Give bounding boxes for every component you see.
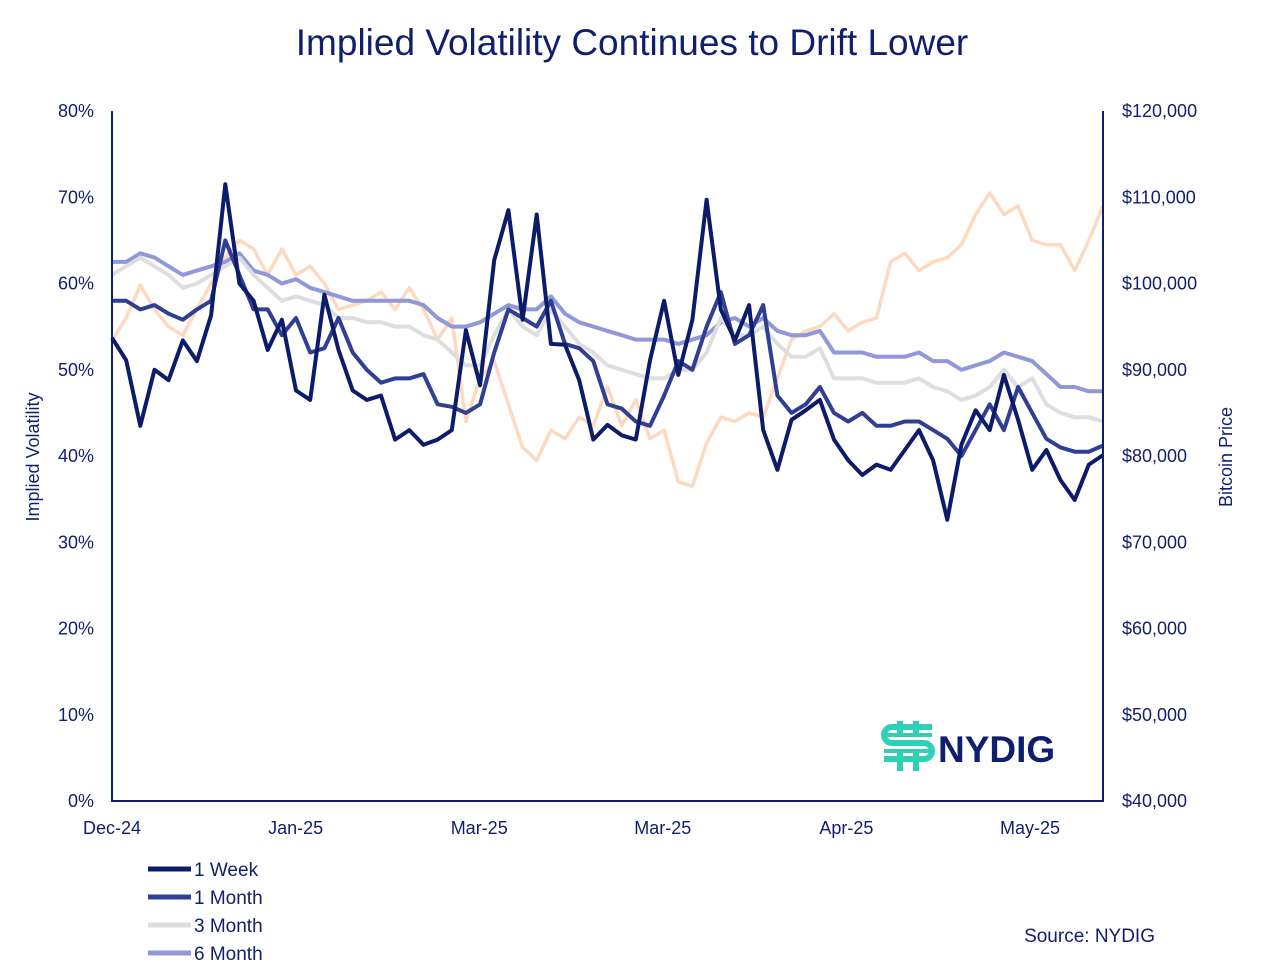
y2-axis-label: Bitcoin Price	[1216, 407, 1236, 507]
left-tick-labels: 0% 10% 20% 30% 40% 50% 60% 70% 80%	[58, 101, 94, 811]
y-tick-label: 80%	[58, 101, 94, 121]
right-tick-labels: $40,000 $50,000 $60,000 $70,000 $80,000 $90,0…	[1122, 101, 1197, 811]
y-axis-label: Implied Volatility	[23, 392, 43, 521]
series-line-3-month	[110, 255, 1104, 424]
y-tick-label: 30%	[58, 532, 94, 552]
logo-mark-icon	[881, 721, 935, 771]
source-note: Source: NYDIG	[1024, 926, 1155, 947]
y2-tick-label: $40,000	[1122, 791, 1187, 811]
y2-tick-label: $80,000	[1122, 446, 1187, 466]
y-tick-label: 50%	[58, 360, 94, 380]
y-tick-label: 10%	[58, 705, 94, 725]
y2-tick-label: $120,000	[1122, 101, 1197, 121]
x-tick-label: May-25	[1000, 818, 1060, 838]
x-tick-label: Mar-25	[634, 818, 691, 838]
y-tick-label: 70%	[58, 187, 94, 207]
legend-item: 3 Month	[148, 916, 263, 937]
legend-item: 6 Month	[148, 944, 263, 965]
y2-tick-label: $110,000	[1122, 187, 1196, 207]
y-tick-label: 0%	[68, 791, 94, 811]
series-line-bitcoin-price	[110, 191, 1105, 488]
legend-item: 1 Week	[148, 860, 259, 881]
y2-tick-label: $70,000	[1122, 532, 1187, 552]
legend-label: 1 Week	[194, 860, 259, 881]
logo-text: NYDIG	[938, 729, 1055, 770]
y-tick-label: 40%	[58, 446, 94, 466]
legend-label: 3 Month	[194, 916, 263, 937]
y2-tick-label: $100,000	[1122, 274, 1197, 294]
legend-item: 1 Month	[148, 888, 263, 909]
series-layer	[110, 182, 1105, 522]
legend-label: 1 Month	[194, 888, 263, 909]
x-tick-label: Mar-25	[451, 818, 508, 838]
y-tick-label: 20%	[58, 619, 94, 639]
series-line-6-month	[112, 251, 1103, 394]
y2-tick-label: $50,000	[1122, 705, 1187, 725]
y2-tick-label: $90,000	[1122, 360, 1187, 380]
chart-title: Implied Volatility Continues to Drift Lo…	[296, 22, 968, 63]
series-line-1-week	[110, 182, 1105, 522]
legend: 1 Week 1 Month 3 Month 6 Month	[148, 860, 263, 965]
nydig-logo: NYDIG	[881, 721, 1055, 771]
x-tick-label: Dec-24	[83, 818, 141, 838]
y-tick-label: 60%	[58, 274, 94, 294]
legend-label: 6 Month	[194, 944, 263, 965]
x-tick-label: Jan-25	[268, 818, 323, 838]
x-tick-label: Apr-25	[819, 818, 873, 838]
y2-tick-label: $60,000	[1122, 619, 1187, 639]
x-tick-labels: Dec-24 Jan-25 Mar-25 Mar-25 Apr-25 May-25	[83, 818, 1060, 838]
